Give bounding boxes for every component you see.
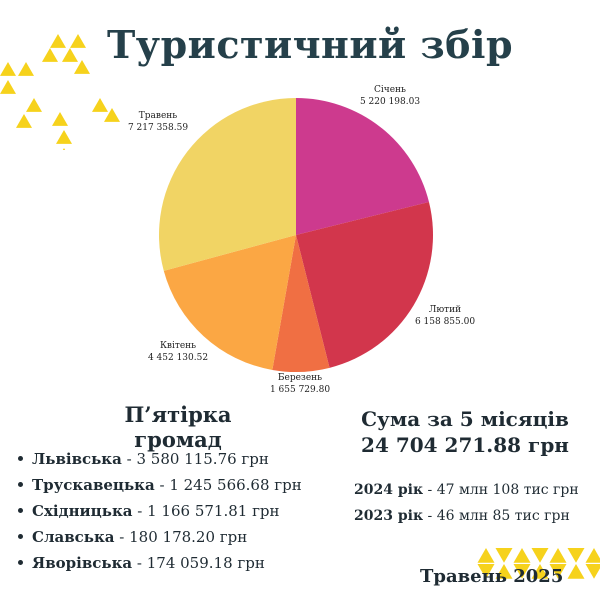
report-date: Травень 2025 bbox=[420, 566, 564, 587]
slice-name: Лютий bbox=[428, 305, 462, 315]
total-caption: Сума за 5 місяців bbox=[361, 407, 569, 431]
triangle-icon bbox=[56, 130, 72, 144]
pie-slice-5 bbox=[159, 98, 296, 271]
slice-label: Березень 1 655 729.80 bbox=[260, 372, 340, 396]
triangle-icon bbox=[92, 98, 108, 112]
community-name: Львівська bbox=[32, 450, 122, 468]
slice-label: Квітень 4 452 130.52 bbox=[138, 340, 218, 364]
top5-list: Львівська - 3 580 115.76 грн Трускавецьк… bbox=[18, 446, 302, 576]
triangle-icon bbox=[0, 80, 16, 94]
slice-value: 7 217 358.59 bbox=[127, 123, 189, 133]
pie-slice-2 bbox=[296, 202, 433, 368]
pie-slice-4 bbox=[163, 235, 296, 370]
total-summary: Сума за 5 місяців 24 704 271.88 грн bbox=[350, 406, 580, 458]
community-amount: - 1 166 571.81 грн bbox=[132, 502, 280, 520]
triangle-icon bbox=[62, 48, 78, 62]
slice-name: Квітень bbox=[159, 341, 197, 351]
slice-name: Січень bbox=[374, 85, 406, 95]
bullet-icon bbox=[18, 482, 23, 487]
triangle-icon bbox=[104, 108, 120, 122]
community-name: Трускавецька bbox=[32, 476, 155, 494]
year-label: 2023 рік bbox=[354, 508, 424, 524]
year-label: 2024 рік bbox=[354, 482, 424, 498]
slice-label: Травень 7 217 358.59 bbox=[118, 110, 198, 134]
bullet-icon bbox=[18, 560, 23, 565]
triangle-icon bbox=[70, 34, 86, 48]
list-item: Яворівська - 174 059.18 грн bbox=[18, 550, 302, 576]
triangle-icon bbox=[62, 148, 66, 150]
list-item: Львівська - 3 580 115.76 грн bbox=[18, 446, 302, 472]
bullet-icon bbox=[18, 456, 23, 461]
slice-name: Березень bbox=[277, 373, 323, 383]
community-name: Східницька bbox=[32, 502, 133, 520]
slice-name: Травень bbox=[138, 111, 178, 121]
slice-label: Лютий 6 158 855.00 bbox=[405, 304, 485, 328]
slice-value: 5 220 198.03 bbox=[359, 97, 421, 107]
pie-slice-1 bbox=[296, 98, 429, 235]
year-comparison-row: 2024 рік - 47 млн 108 тис грн bbox=[354, 482, 579, 498]
triangle-icon bbox=[52, 112, 68, 126]
triangle-icon bbox=[16, 114, 32, 128]
slice-value: 1 655 729.80 bbox=[269, 385, 331, 395]
triangle-icon bbox=[74, 60, 90, 74]
page-title: Туристичний збір bbox=[106, 22, 514, 67]
community-amount: - 3 580 115.76 грн bbox=[121, 450, 269, 468]
pie-slice-3 bbox=[272, 235, 330, 373]
slice-value: 6 158 855.00 bbox=[414, 317, 476, 327]
year-amount: - 47 млн 108 тис грн bbox=[423, 482, 579, 498]
community-amount: - 1 245 566.68 грн bbox=[154, 476, 302, 494]
community-name: Славська bbox=[32, 528, 115, 546]
triangle-icon bbox=[0, 62, 16, 76]
triangle-icon bbox=[50, 34, 66, 48]
community-name: Яворівська bbox=[32, 554, 133, 572]
top5-title: П’ятірка громад bbox=[124, 402, 232, 452]
list-item: Славська - 180 178.20 грн bbox=[18, 524, 302, 550]
bullet-icon bbox=[18, 508, 23, 513]
community-amount: - 180 178.20 грн bbox=[114, 528, 248, 546]
triangle-icon bbox=[42, 48, 58, 62]
bullet-icon bbox=[18, 534, 23, 539]
total-amount: 24 704 271.88 грн bbox=[361, 433, 569, 457]
community-amount: - 174 059.18 грн bbox=[132, 554, 265, 572]
decorative-triangles-top bbox=[0, 34, 120, 150]
triangle-icon bbox=[18, 62, 34, 76]
triangle-icon bbox=[26, 98, 42, 112]
list-item: Трускавецька - 1 245 566.68 грн bbox=[18, 472, 302, 498]
list-item: Східницька - 1 166 571.81 грн bbox=[18, 498, 302, 524]
slice-value: 4 452 130.52 bbox=[147, 353, 209, 363]
year-amount: - 46 млн 85 тис грн bbox=[423, 508, 570, 524]
slice-label: Січень 5 220 198.03 bbox=[350, 84, 430, 108]
year-comparison-row: 2023 рік - 46 млн 85 тис грн bbox=[354, 508, 570, 524]
